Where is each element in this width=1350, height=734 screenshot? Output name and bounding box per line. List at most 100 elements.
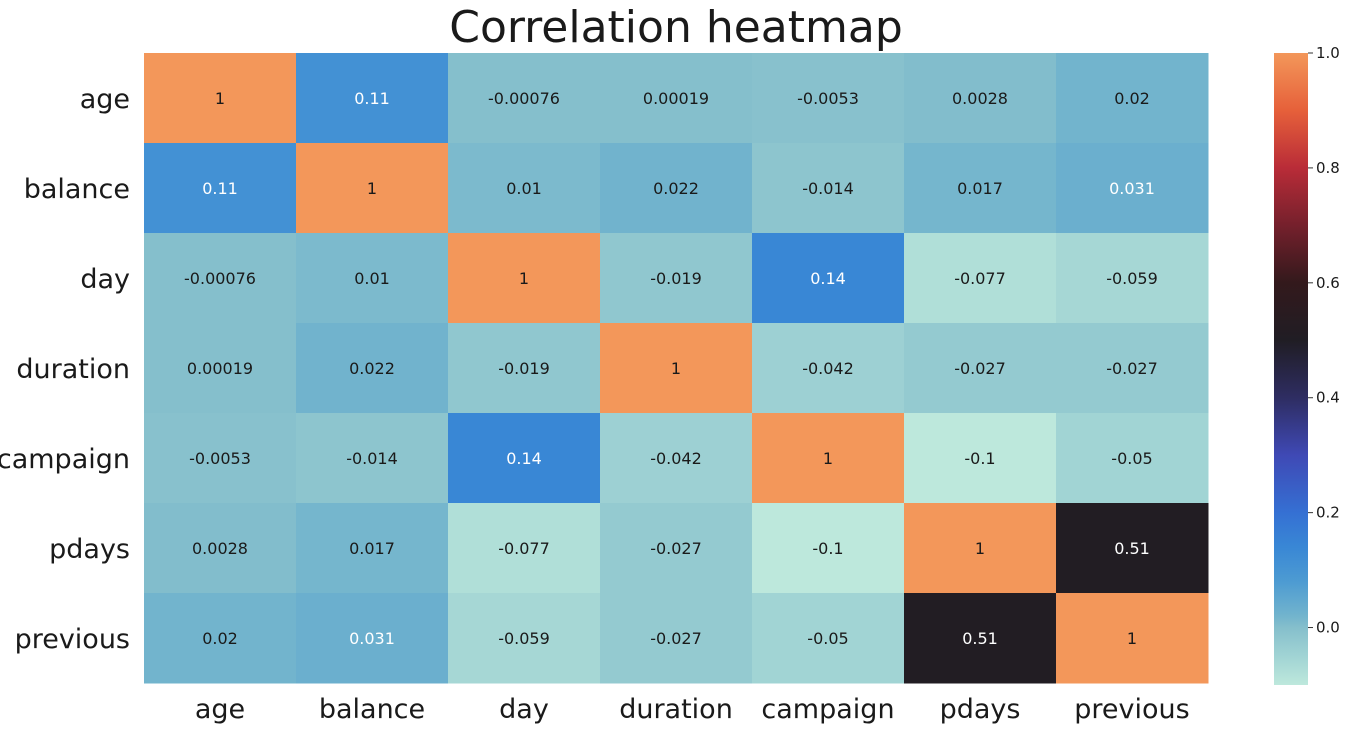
column-label: previous (1074, 694, 1189, 725)
heatmap-cell (144, 503, 297, 594)
heatmap-cell (144, 413, 297, 504)
chart-title: Correlation heatmap (449, 2, 903, 53)
heatmap-cell (904, 323, 1057, 414)
cell-value-label: 0.51 (1114, 539, 1150, 558)
cell-value-label: -0.077 (498, 539, 550, 558)
heatmap-cell (904, 53, 1057, 144)
cell-value-label: 0.0028 (192, 539, 248, 558)
heatmap-cell (600, 593, 753, 684)
colorbar: 0.0 0.2 0.4 0.6 0.8 1.0 (1274, 44, 1340, 685)
column-label: campaign (761, 694, 894, 725)
heatmap-cell (296, 143, 449, 234)
cell-value-label: -0.1 (964, 449, 995, 468)
heatmap-cell (448, 503, 601, 594)
heatmap-cell (448, 593, 601, 684)
cell-value-label: -0.027 (954, 359, 1006, 378)
cell-value-label: -0.019 (650, 269, 702, 288)
cell-value-label: -0.014 (802, 179, 854, 198)
heatmap-cell (448, 413, 601, 504)
cell-value-label: -0.077 (954, 269, 1006, 288)
heatmap-cell (904, 593, 1057, 684)
heatmap-cell (904, 413, 1057, 504)
heatmap-cell (1056, 233, 1209, 324)
cell-value-label: 1 (823, 449, 833, 468)
cell-value-label: -0.1 (812, 539, 843, 558)
cell-value-label: -0.059 (498, 629, 550, 648)
cell-value-label: -0.0053 (189, 449, 251, 468)
row-label: day (80, 264, 130, 295)
heatmap-cell (296, 323, 449, 414)
row-label: pdays (49, 534, 130, 565)
cell-value-label: 0.0028 (952, 89, 1008, 108)
column-labels: age balance day duration campaign pdays previo… (195, 694, 1190, 725)
colorbar-tick-label: 0.2 (1316, 504, 1340, 522)
heatmap-cell (1056, 503, 1209, 594)
cell-value-label: 0.017 (349, 539, 395, 558)
heatmap-cell (1056, 593, 1209, 684)
cell-value-label: 0.02 (1114, 89, 1150, 108)
heatmap-cell (600, 143, 753, 234)
heatmap-cell (1056, 323, 1209, 414)
heatmap-cell (1056, 53, 1209, 144)
heatmap-cell (448, 233, 601, 324)
heatmap-cell (600, 233, 753, 324)
heatmap-cell (448, 53, 601, 144)
cell-value-label: 0.51 (962, 629, 998, 648)
heatmap-cell (752, 593, 905, 684)
heatmap-cell (144, 233, 297, 324)
heatmap-cell (144, 323, 297, 414)
cell-value-label: 0.02 (202, 629, 238, 648)
cell-value-label: -0.059 (1106, 269, 1158, 288)
heatmap-cell (448, 143, 601, 234)
cell-value-label: 0.031 (349, 629, 395, 648)
cell-value-label: 0.00019 (643, 89, 709, 108)
cell-value-label: 0.11 (354, 89, 390, 108)
cell-value-label: 0.01 (354, 269, 390, 288)
cell-value-label: 1 (519, 269, 529, 288)
heatmap-cells: 1 0.11 -0.00076 0.00019 -0.0053 0.0028 0.02 0.1… (144, 53, 1209, 684)
heatmap-cell (296, 413, 449, 504)
column-label: duration (619, 694, 733, 725)
cell-value-label: -0.042 (650, 449, 702, 468)
cell-value-label: 0.031 (1109, 179, 1155, 198)
colorbar-tick-label: 0.4 (1316, 389, 1340, 407)
heatmap-cell (1056, 143, 1209, 234)
cell-value-label: -0.05 (1111, 449, 1152, 468)
heatmap-cell (296, 233, 449, 324)
heatmap-cell (296, 503, 449, 594)
heatmap-cell (1056, 413, 1209, 504)
row-label: duration (16, 354, 130, 385)
heatmap-cell (296, 53, 449, 144)
cell-value-label: -0.027 (650, 539, 702, 558)
heatmap-cell (600, 53, 753, 144)
cell-value-label: 0.022 (349, 359, 395, 378)
cell-value-label: 1 (367, 179, 377, 198)
colorbar-tick-label: 0.6 (1316, 274, 1340, 292)
cell-value-label: 0.14 (506, 449, 542, 468)
cell-value-label: -0.042 (802, 359, 854, 378)
heatmap-cell (752, 233, 905, 324)
cell-value-label: 0.00019 (187, 359, 253, 378)
cell-value-label: -0.00076 (488, 89, 560, 108)
heatmap-cell (904, 503, 1057, 594)
column-label: balance (319, 694, 425, 725)
row-label: age (80, 84, 130, 115)
heatmap-cell (448, 323, 601, 414)
cell-value-label: -0.019 (498, 359, 550, 378)
heatmap-cell (296, 593, 449, 684)
cell-value-label: 0.017 (957, 179, 1003, 198)
row-label: campaign (0, 444, 130, 475)
column-label: pdays (940, 694, 1021, 725)
heatmap-cell (752, 53, 905, 144)
row-label: previous (15, 624, 130, 655)
row-labels: age balance day duration campaign pdays previo… (0, 84, 130, 655)
heatmap-cell (600, 503, 753, 594)
heatmap-cell (752, 413, 905, 504)
cell-value-label: 0.01 (506, 179, 542, 198)
cell-value-label: 0.022 (653, 179, 699, 198)
heatmap-cell (144, 593, 297, 684)
cell-value-label: 1 (1127, 629, 1137, 648)
cell-value-label: -0.05 (807, 629, 848, 648)
cell-value-label: 1 (975, 539, 985, 558)
